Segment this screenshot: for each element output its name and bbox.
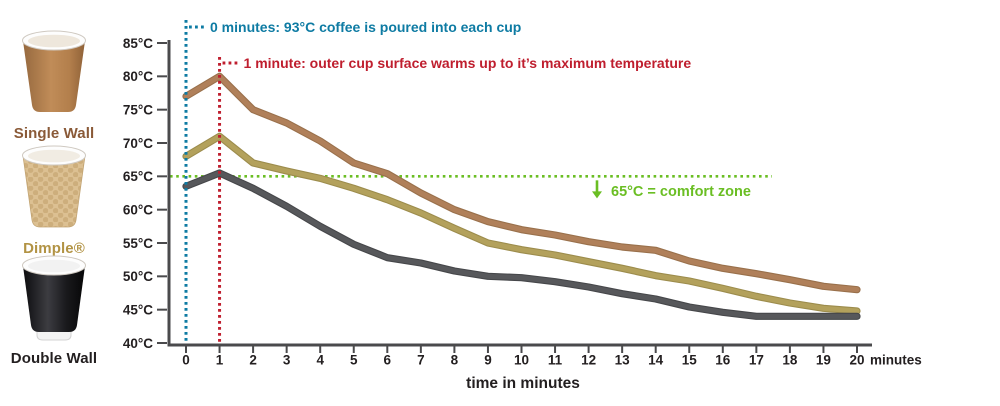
y-tick-label: 45°C bbox=[123, 302, 153, 317]
x-tick-label: 4 bbox=[316, 353, 324, 368]
x-tick-label: 6 bbox=[384, 353, 392, 368]
y-tick-label: 85°C bbox=[123, 36, 153, 51]
double-wall-cup-image bbox=[22, 255, 86, 341]
y-tick-label: 60°C bbox=[123, 202, 153, 217]
x-tick-label: 17 bbox=[749, 353, 764, 368]
peak-annotation-label: 1 minute: outer cup surface warms up to … bbox=[244, 55, 692, 71]
x-axis-unit-label: minutes bbox=[870, 353, 922, 368]
series-line-dimple bbox=[183, 133, 860, 314]
cup-label-double-wall: Double Wall bbox=[10, 350, 98, 367]
x-tick-label: 15 bbox=[682, 353, 698, 368]
y-tick-label: 75°C bbox=[123, 102, 153, 117]
x-tick-label: 12 bbox=[581, 353, 596, 368]
dimple-cup-image bbox=[22, 145, 86, 228]
series-line-double-wall bbox=[183, 170, 860, 319]
x-tick-label: 20 bbox=[849, 353, 864, 368]
series-line-single-wall bbox=[183, 73, 860, 293]
cup-double-wall: Double Wall bbox=[0, 251, 108, 367]
x-tick-label: 2 bbox=[249, 353, 257, 368]
x-tick-label: 0 bbox=[182, 353, 190, 368]
x-tick-label: 14 bbox=[648, 353, 664, 368]
series-edge-dimple bbox=[182, 132, 861, 315]
x-tick-label: 18 bbox=[782, 353, 798, 368]
y-tick-label: 70°C bbox=[123, 136, 153, 151]
x-axis-title: time in minutes bbox=[466, 375, 580, 392]
y-tick-label: 50°C bbox=[123, 269, 153, 284]
y-tick-label: 40°C bbox=[123, 336, 153, 351]
y-tick-label: 55°C bbox=[123, 236, 153, 251]
cup-dimple: Dimple® bbox=[0, 141, 108, 257]
x-tick-label: 1 bbox=[216, 353, 224, 368]
x-tick-label: 13 bbox=[615, 353, 631, 368]
x-tick-label: 5 bbox=[350, 353, 358, 368]
cup-single-wall: Single Wall bbox=[0, 26, 108, 142]
x-tick-label: 8 bbox=[451, 353, 459, 368]
cup-label-single-wall: Single Wall bbox=[13, 125, 95, 142]
x-tick-label: 3 bbox=[283, 353, 291, 368]
pour-annotation-label: 0 minutes: 93°C coffee is poured into ea… bbox=[210, 19, 521, 35]
cup-label-dimple: Dimple® bbox=[23, 240, 85, 257]
x-tick-label: 11 bbox=[548, 353, 563, 368]
down-arrow-icon bbox=[592, 191, 602, 199]
x-tick-label: 19 bbox=[816, 353, 831, 368]
x-tick-label: 9 bbox=[484, 353, 492, 368]
x-tick-label: 16 bbox=[715, 353, 731, 368]
y-tick-label: 80°C bbox=[123, 69, 153, 84]
series-edge-single-wall bbox=[182, 72, 861, 294]
y-tick-label: 65°C bbox=[123, 169, 153, 184]
comfort-zone-label: 65°C = comfort zone bbox=[611, 184, 751, 200]
x-tick-label: 7 bbox=[417, 353, 425, 368]
x-tick-label: 10 bbox=[514, 353, 529, 368]
single-wall-cup-image bbox=[22, 30, 86, 112]
